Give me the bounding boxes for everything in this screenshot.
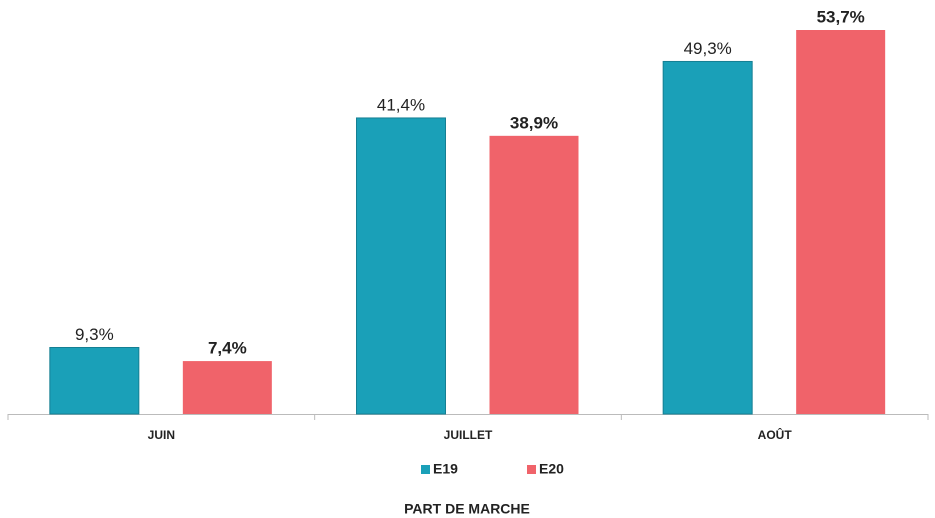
x-axis-title: PART DE MARCHE bbox=[404, 501, 530, 517]
bar bbox=[489, 135, 579, 414]
legend-swatch bbox=[421, 465, 430, 474]
data-label: 53,7% bbox=[817, 7, 865, 26]
data-label: 41,4% bbox=[377, 95, 425, 114]
x-tick-label: JUILLET bbox=[444, 428, 493, 442]
x-tick-label: JUIN bbox=[148, 428, 175, 442]
legend-swatch bbox=[527, 465, 536, 474]
bar bbox=[49, 346, 140, 415]
x-tick-label: AOÛT bbox=[758, 427, 793, 442]
legend-label: E19 bbox=[433, 461, 458, 477]
bar bbox=[796, 30, 886, 414]
legend-label: E20 bbox=[539, 461, 564, 477]
bar bbox=[182, 361, 272, 414]
bar bbox=[662, 60, 753, 415]
data-label: 49,3% bbox=[684, 39, 732, 58]
data-label: 38,9% bbox=[510, 113, 558, 132]
data-label: 7,4% bbox=[208, 339, 247, 358]
data-label: 9,3% bbox=[75, 325, 114, 344]
bar bbox=[356, 117, 446, 415]
